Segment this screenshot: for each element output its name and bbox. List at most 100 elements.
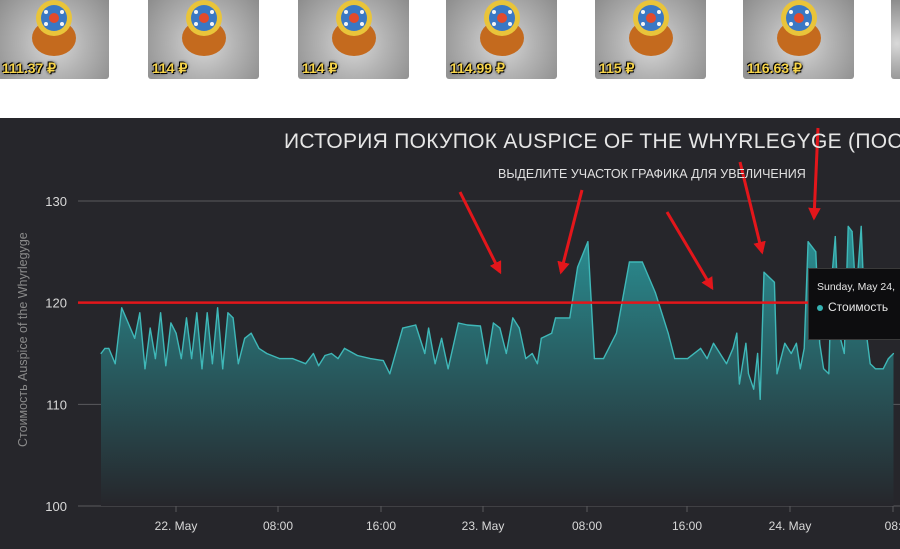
data-point <box>851 230 853 233</box>
data-point <box>415 324 417 326</box>
data-point <box>828 373 830 375</box>
data-point <box>615 332 618 334</box>
data-point <box>499 327 501 329</box>
data-point <box>492 322 494 324</box>
data-point <box>602 358 605 360</box>
item-image <box>32 0 76 56</box>
annotation-arrow <box>557 189 584 275</box>
item-card[interactable]: 114.99 ₽ <box>446 0 557 79</box>
data-point <box>540 337 542 339</box>
data-point <box>318 365 320 367</box>
data-point <box>525 358 527 360</box>
data-point <box>330 352 333 355</box>
item-image <box>182 0 226 56</box>
data-point <box>424 352 426 355</box>
data-point <box>258 347 260 349</box>
data-point <box>882 368 884 370</box>
data-point <box>237 363 239 365</box>
chart-title: ИСТОРИЯ ПОКУПОК AUSPICE OF THE WHYRLEGYG… <box>284 130 900 153</box>
item-card[interactable]: 114 ₽ <box>298 0 409 79</box>
item-price: 115 ₽ <box>599 60 635 76</box>
data-point <box>654 291 656 294</box>
data-point <box>687 358 689 360</box>
data-point <box>356 354 358 357</box>
y-axis-label: Стоимость Auspice of the Whyrlegyge <box>16 232 30 447</box>
data-point <box>185 317 188 319</box>
data-point <box>266 352 268 355</box>
data-point <box>479 325 481 327</box>
data-point <box>807 241 809 243</box>
data-point <box>745 342 747 344</box>
data-point <box>667 332 669 334</box>
item-price: 111.37 ₽ <box>2 60 57 76</box>
data-point <box>753 388 755 390</box>
data-point <box>759 398 761 400</box>
data-point <box>108 347 110 349</box>
item-card[interactable]: 116.63 ₽ <box>743 0 854 79</box>
item-price: 114 ₽ <box>302 60 338 76</box>
data-point <box>732 347 734 349</box>
data-point <box>795 342 798 344</box>
data-point <box>593 358 596 360</box>
item-card[interactable]: 114 ₽ <box>148 0 259 79</box>
data-point <box>587 241 589 243</box>
zoom-hint: ВЫДЕЛИТЕ УЧАСТОК ГРАФИКА ДЛЯ УВЕЛИЧЕНИЯ <box>498 167 806 181</box>
data-point <box>700 347 702 349</box>
data-point <box>819 342 821 344</box>
annotation-arrow <box>738 161 766 255</box>
data-point <box>160 312 162 314</box>
data-point <box>712 342 715 344</box>
data-point <box>747 373 750 375</box>
tooltip-series: Стоимость <box>817 300 888 314</box>
y-tick-label: 110 <box>46 397 67 412</box>
data-point <box>803 347 805 349</box>
data-point <box>776 373 778 375</box>
data-point <box>834 236 836 238</box>
item-card[interactable]: 115 ₽ <box>595 0 706 79</box>
data-point <box>227 312 229 314</box>
item-card[interactable]: 111.37 ₽ <box>0 0 109 79</box>
item-card-partial[interactable] <box>891 0 900 79</box>
x-tick-label: 16:00 <box>366 519 396 533</box>
tooltip-date: Sunday, May 24, <box>817 281 896 293</box>
data-point <box>175 332 177 334</box>
data-point <box>847 225 849 227</box>
annotation-arrow <box>808 127 821 221</box>
data-point <box>706 358 708 360</box>
data-point <box>869 363 871 365</box>
data-point <box>180 358 182 360</box>
data-point <box>486 363 488 365</box>
data-point <box>222 368 224 370</box>
data-point <box>114 363 116 365</box>
data-point <box>250 332 252 334</box>
data-point <box>725 363 728 365</box>
y-tick-label: 100 <box>45 499 67 514</box>
data-point <box>641 261 643 263</box>
x-tick-label: 16:00 <box>672 519 702 533</box>
x-tick-label: 24. May <box>769 519 812 533</box>
data-point <box>577 266 579 268</box>
data-point <box>292 358 294 360</box>
y-tick-label: 120 <box>45 296 67 311</box>
data-point <box>860 225 862 227</box>
data-point <box>815 251 817 253</box>
data-point <box>434 363 436 365</box>
data-point <box>554 317 557 319</box>
data-point <box>201 368 203 370</box>
x-tick-label: 08:00 <box>572 519 602 533</box>
data-point <box>337 358 339 360</box>
data-point <box>790 352 792 355</box>
x-tick-label: 23. May <box>462 519 505 533</box>
x-tick-label: 22. May <box>155 519 198 533</box>
data-point <box>196 312 198 314</box>
data-point <box>104 347 106 349</box>
data-point <box>505 352 507 355</box>
item-image <box>777 0 821 56</box>
data-point <box>279 358 281 360</box>
data-point <box>823 368 825 370</box>
data-point <box>305 363 307 365</box>
data-point <box>466 324 469 326</box>
data-point <box>170 322 172 324</box>
data-point <box>343 347 346 349</box>
